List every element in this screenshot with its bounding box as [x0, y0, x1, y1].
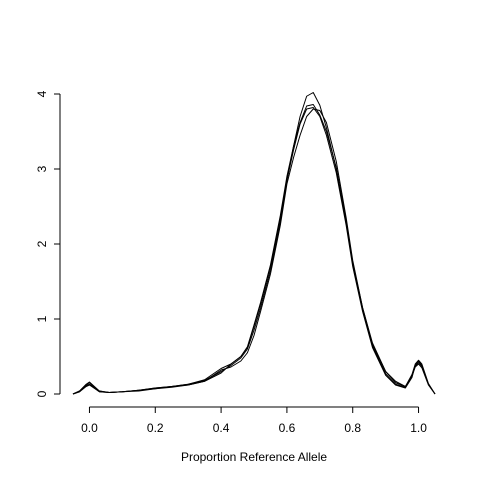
y-tick-label: 2 — [35, 240, 49, 247]
density-curve-4 — [72, 104, 436, 395]
x-tick-label: 0.0 — [81, 421, 98, 435]
x-tick-label: 0.8 — [344, 421, 361, 435]
y-tick-label: 0 — [35, 390, 49, 397]
density-curves — [72, 92, 436, 395]
density-curve-3 — [72, 108, 436, 395]
density-curve-2 — [72, 107, 436, 395]
y-axis: 0 1 2 3 4 — [35, 90, 61, 397]
x-tick-label: 0.6 — [279, 421, 296, 435]
y-tick-label: 3 — [35, 165, 49, 172]
x-tick-label: 1.0 — [410, 421, 427, 435]
x-axis-title: Proportion Reference Allele — [181, 450, 327, 464]
x-axis: 0.0 0.2 0.4 0.6 0.8 1.0 — [81, 406, 427, 435]
x-tick-label: 0.2 — [147, 421, 164, 435]
density-curve-1 — [72, 92, 436, 395]
y-tick-label: 1 — [35, 315, 49, 322]
y-tick-label: 4 — [35, 90, 49, 97]
x-tick-label: 0.4 — [213, 421, 230, 435]
